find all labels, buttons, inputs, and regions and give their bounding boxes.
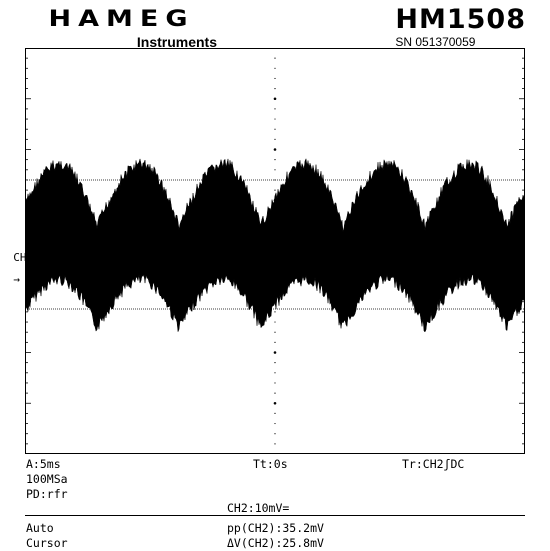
screen-border [25, 48, 525, 454]
graticule-dot [274, 392, 276, 394]
graticule-dot [274, 372, 276, 374]
graticule-dot [274, 88, 276, 90]
graticule-dot [274, 77, 276, 80]
brand-name: HAMEG [48, 6, 195, 32]
graticule-dot [274, 159, 276, 161]
graticule-dot [274, 382, 276, 384]
graticule-dot [274, 108, 276, 110]
delta-v-measurement: ΔV(CH2):25.8mV [227, 536, 324, 550]
graticule-dot [274, 169, 276, 171]
model-block: HM1508 SN 051370059 [395, 6, 526, 48]
trigger-time-readout: Tt:0s [253, 457, 288, 471]
acquisition-mode-readout: PD:rfr [26, 487, 68, 501]
graticule-dot [274, 321, 276, 323]
oscilloscope-screen [25, 48, 525, 454]
model-number: HM1508 [395, 4, 526, 35]
graticule-dot [274, 311, 276, 313]
graticule-dot [274, 138, 276, 140]
graticule-dot [273, 401, 277, 405]
brand-subtitle: Instruments [136, 34, 217, 50]
graticule-dot [274, 412, 276, 414]
ch2-ground-marker[interactable]: CH2 → [0, 241, 33, 285]
timebase-readout: A:5ms [26, 457, 61, 471]
graticule-dot [274, 443, 276, 445]
graticule-dot [274, 128, 276, 130]
graticule-dot [274, 341, 276, 343]
peak-to-peak-measurement: pp(CH2):35.2mV [227, 521, 324, 535]
ch2-setting-readout: CH2:10mV= [227, 501, 290, 515]
graticule-dot [274, 433, 276, 435]
hameg-logo: HAMEG Instruments [24, 8, 219, 49]
ch2-waveform-envelope [25, 157, 525, 333]
graticule-dot [273, 351, 277, 354]
graticule-dot [274, 57, 276, 59]
sample-rate-readout: 100MSa [26, 472, 68, 486]
graticule-dot [274, 118, 276, 120]
graticule-dot [273, 148, 277, 151]
mode-readout: Auto [26, 521, 54, 535]
ch2-marker-label: CH2 [13, 251, 34, 264]
trigger-source-readout: Tr:CH2ʃDC [402, 457, 465, 471]
ch2-marker-arrow: → [13, 273, 20, 286]
graticule-dot [274, 189, 276, 191]
graticule-dot [274, 422, 276, 425]
graticule-dot [274, 331, 276, 333]
serial-number: SN 051370059 [395, 35, 476, 49]
graticule-dot [274, 67, 276, 69]
graticule-dot [274, 362, 276, 364]
graticule-dot [273, 97, 277, 101]
readout-divider [25, 515, 525, 516]
cursor-readout: Cursor [26, 536, 68, 550]
